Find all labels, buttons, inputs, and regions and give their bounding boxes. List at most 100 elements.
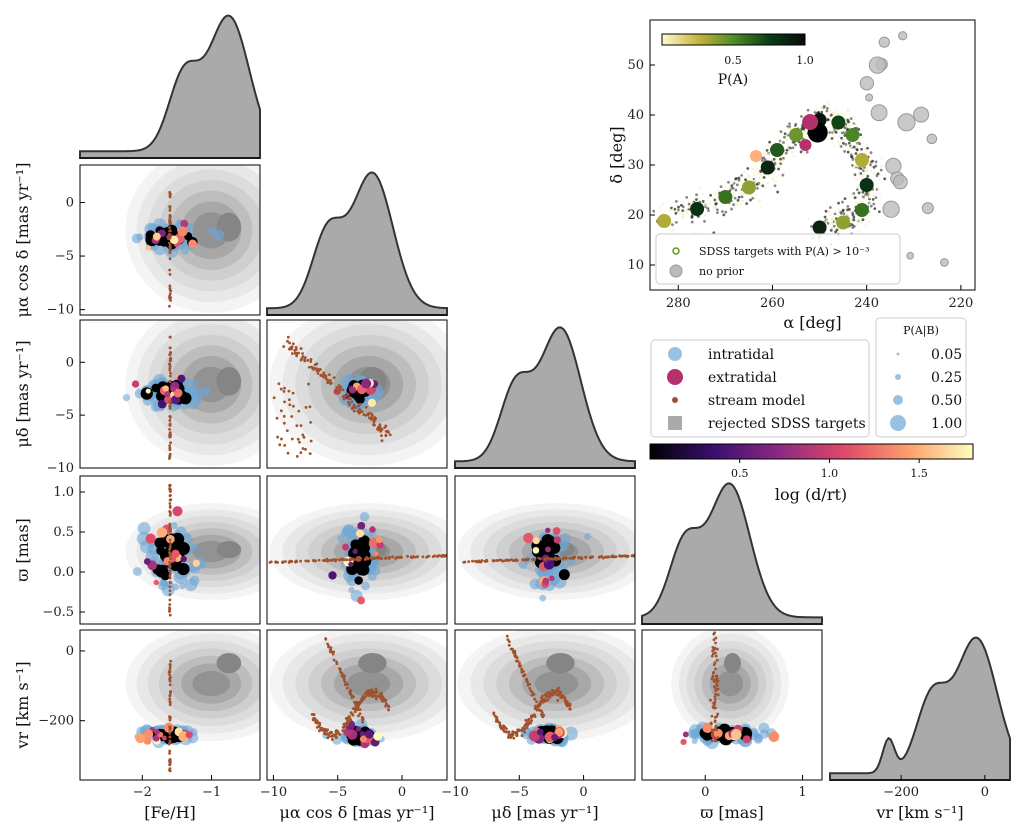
stream-model-point xyxy=(379,429,383,433)
sdss-target-point xyxy=(847,123,850,126)
sdss-target-point xyxy=(851,213,855,217)
sdss-target-point xyxy=(835,108,838,111)
sdss-target-point xyxy=(838,131,841,134)
sdss-target-point xyxy=(739,180,742,184)
sdss-target-point xyxy=(672,220,675,223)
sdss-target-point xyxy=(865,144,868,147)
sdss-target-point xyxy=(828,206,832,209)
pa-colorbar-tick: 0.5 xyxy=(724,54,742,67)
intratidal-point xyxy=(132,566,142,576)
stream-model-point xyxy=(299,347,303,350)
sdss-target-point xyxy=(712,206,716,209)
sdss-target-point xyxy=(826,102,829,105)
stream-model-point xyxy=(337,384,341,387)
kde-contour xyxy=(717,670,744,697)
stream-model-point xyxy=(168,214,172,217)
sdss-target-point xyxy=(800,115,803,118)
y-tick-label: −10 xyxy=(47,461,74,476)
sdss-target-point xyxy=(846,109,849,113)
extratidal-point xyxy=(359,731,366,737)
sdss-target-point xyxy=(756,186,759,190)
y-tick-label: −200 xyxy=(38,714,74,729)
stream-model-point xyxy=(168,419,172,422)
stream-model-point xyxy=(168,284,172,288)
stream-model-point xyxy=(168,697,172,701)
sdss-target-point xyxy=(745,202,749,206)
extratidal-point xyxy=(185,731,193,739)
stream-model-point xyxy=(548,695,552,699)
sdss-target-point xyxy=(862,195,865,199)
stream-model-point xyxy=(330,738,334,741)
sdss-target-point xyxy=(675,204,678,207)
stream-model-point xyxy=(168,208,172,212)
sdss-target-point xyxy=(842,113,845,116)
extratidal-point xyxy=(551,733,559,741)
kde-contour xyxy=(534,670,579,697)
sdss-target-point xyxy=(859,139,862,143)
extratidal-point xyxy=(373,731,383,741)
sdss-target-point xyxy=(814,109,817,112)
no-prior-legend-marker xyxy=(669,264,683,278)
stream-model-point xyxy=(168,576,172,580)
sdss-target-point xyxy=(853,200,857,204)
stream-model-point xyxy=(380,434,383,438)
core-member-point xyxy=(354,576,363,585)
sdss-target-point xyxy=(873,207,877,211)
stream-model-point xyxy=(315,362,319,366)
core-member-point xyxy=(701,730,713,741)
sdss-target-point xyxy=(842,138,845,142)
sdss-target-point xyxy=(829,109,832,113)
stream-model-point xyxy=(168,498,172,502)
extratidal-point xyxy=(145,245,152,251)
sdss-target-point xyxy=(794,122,798,126)
stream-model-point xyxy=(713,695,717,699)
sdss-target-point xyxy=(779,130,783,134)
stream-model-point xyxy=(383,425,387,429)
sdss-target-point xyxy=(872,165,876,169)
stream-model-point xyxy=(524,718,528,722)
x-tick-label: 240 xyxy=(854,296,879,311)
stream-model-point xyxy=(354,701,358,705)
intratidal-point xyxy=(687,729,698,739)
stream-model-point xyxy=(168,603,172,606)
stream-model-point xyxy=(168,404,172,408)
sdss-target-point xyxy=(740,195,744,199)
sdss-target-point xyxy=(850,145,853,148)
stream-model-point xyxy=(520,667,524,671)
stream-model-point xyxy=(712,703,716,706)
stream-model-point xyxy=(512,736,516,740)
stream-model-point xyxy=(304,447,307,451)
stream-model-point xyxy=(168,554,172,557)
stream-model-point xyxy=(372,420,376,424)
sdss-target-point xyxy=(861,169,865,173)
sdss-target-point xyxy=(659,209,662,212)
sdss-legend-label: SDSS targets with P(A) > 10⁻³ xyxy=(699,245,869,258)
stream-model-point xyxy=(714,667,717,671)
sdss-target-point xyxy=(855,148,859,152)
stream-model-point xyxy=(269,560,273,564)
sdss-target-point xyxy=(859,199,863,203)
no-prior-point xyxy=(892,174,908,190)
sdss-target-point xyxy=(838,142,842,146)
stream-model-point xyxy=(168,422,172,426)
sdss-target-point xyxy=(681,215,684,219)
stream-model-point xyxy=(533,697,537,701)
sdss-target-point xyxy=(871,214,874,217)
sdss-target-point xyxy=(852,215,856,219)
stream-model-point xyxy=(714,706,717,710)
no-prior-point xyxy=(897,113,916,132)
panel-pmdec-vs-vr: −10 −5 0 μδ [mas yr⁻¹] xyxy=(441,629,636,822)
stream-model-point xyxy=(506,638,510,642)
stream-model-point xyxy=(363,692,367,695)
sdss-target-point xyxy=(850,164,854,167)
sdss-target-point xyxy=(734,188,738,192)
stream-model-point xyxy=(515,734,519,738)
sdss-target-point xyxy=(782,141,785,144)
stream-model-point xyxy=(365,689,369,693)
sky-y-axis-label: δ [deg] xyxy=(607,126,626,183)
stream-model-point xyxy=(168,598,172,602)
panel-pmra-vs-pmdec xyxy=(266,319,448,469)
sdss-target-point xyxy=(730,184,734,188)
intratidal-point xyxy=(200,386,211,397)
sdss-target-point xyxy=(874,196,878,200)
